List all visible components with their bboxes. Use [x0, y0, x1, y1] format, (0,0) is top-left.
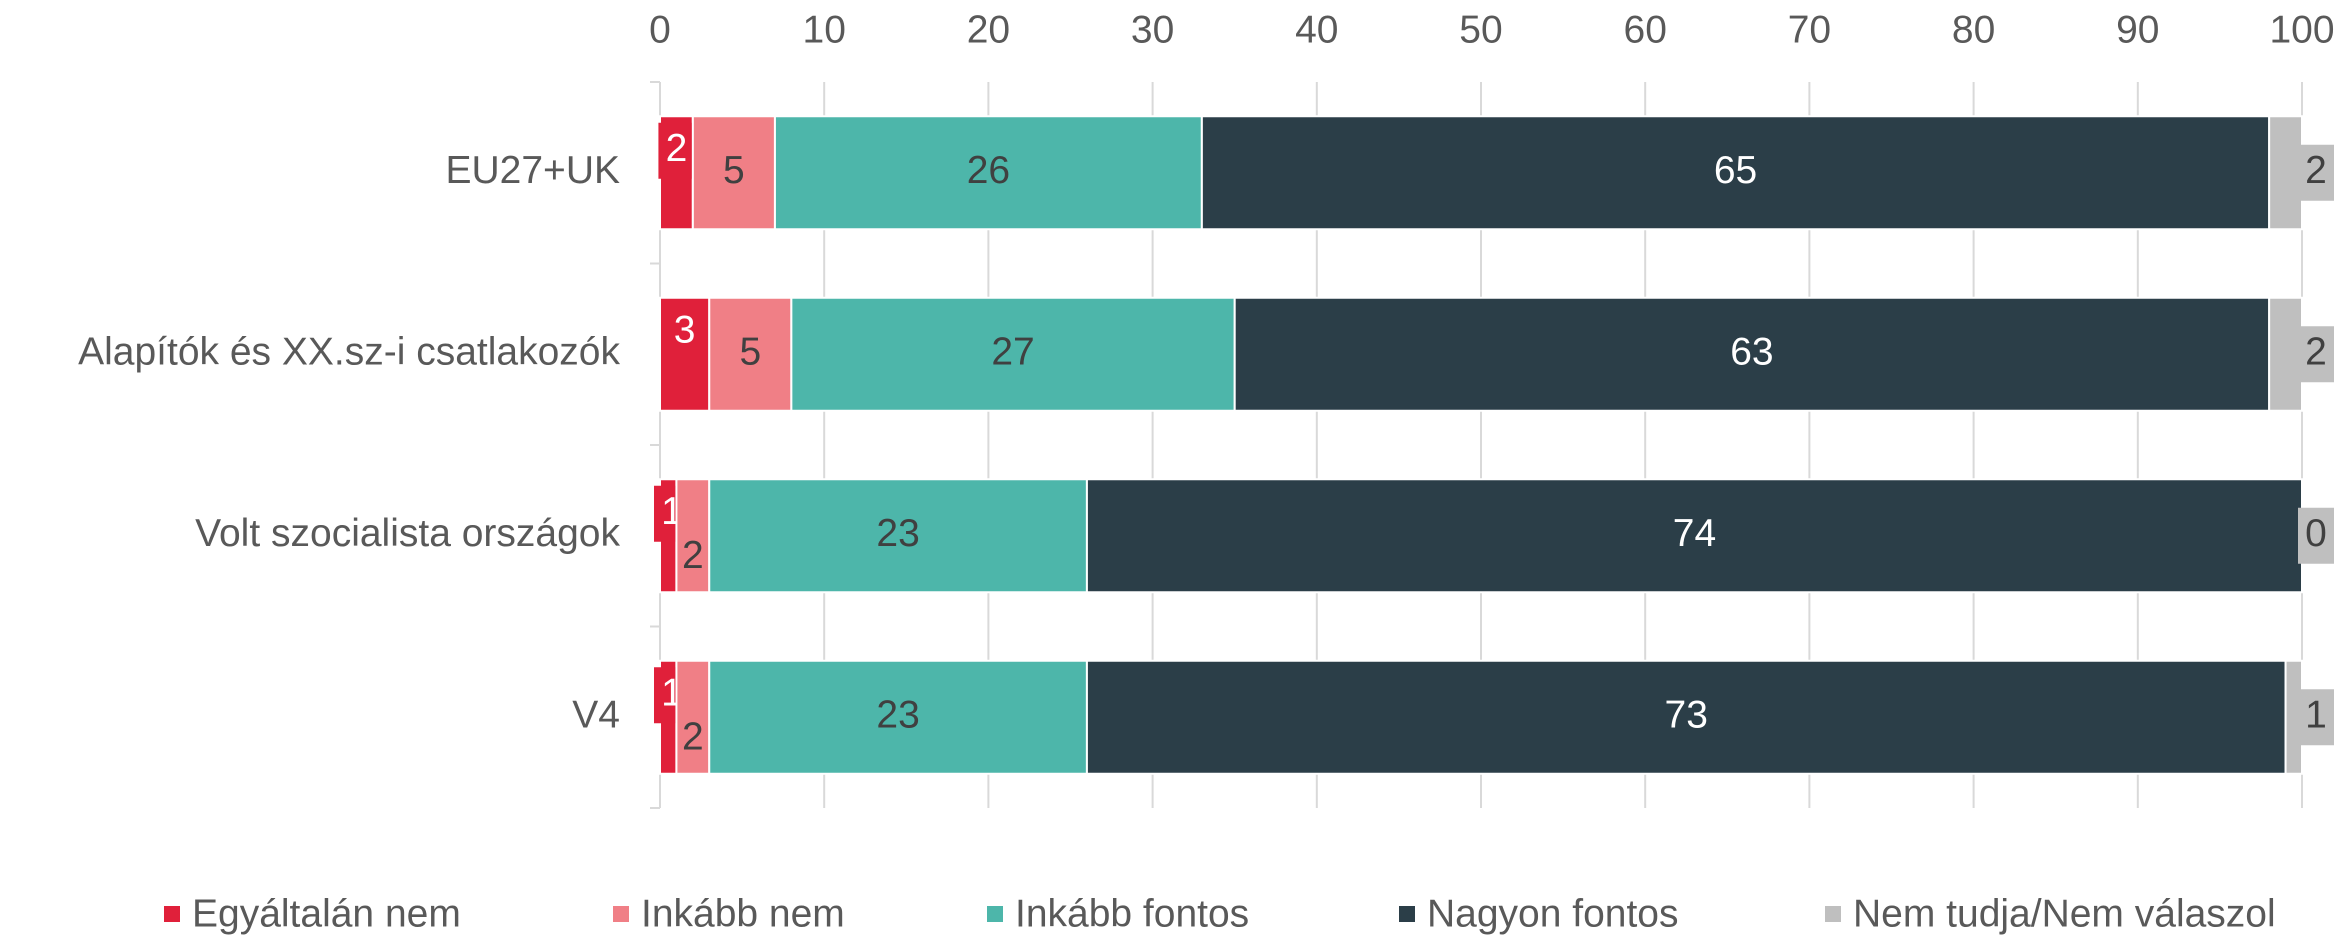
data-label: 2 [2305, 331, 2327, 374]
x-tick-label: 10 [803, 8, 846, 51]
data-label: 2 [682, 534, 704, 577]
bar-segment [708, 659, 1088, 775]
bar-segment [2268, 115, 2303, 231]
bar-segment [790, 296, 1236, 412]
bar-segment [773, 115, 1203, 231]
data-label-box [2298, 326, 2334, 383]
legend-label: Nem tudja/Nem válaszol [1853, 892, 2276, 935]
data-label: 26 [967, 149, 1010, 192]
x-tick-label: 80 [1952, 8, 1995, 51]
data-label-box [658, 122, 695, 179]
x-tick-label: 100 [2269, 8, 2334, 51]
bar-segment [708, 478, 1088, 594]
legend-swatch [987, 906, 1003, 922]
data-label: 1 [2305, 694, 2327, 737]
bar-segment [708, 296, 793, 412]
legend-label: Inkább fontos [1015, 892, 1249, 935]
data-label: 27 [991, 331, 1034, 374]
x-tick-label: 40 [1295, 8, 1338, 51]
data-label: 2 [682, 716, 704, 759]
data-label: 2 [2305, 149, 2327, 192]
legend-swatch [1825, 906, 1841, 922]
data-label-box [666, 304, 703, 361]
data-label: 63 [1730, 331, 1773, 374]
legend-label: Inkább nem [641, 892, 845, 935]
legend-label: Egyáltalán nem [192, 892, 461, 935]
data-label: 23 [876, 512, 919, 555]
bar-segment [2268, 296, 2303, 412]
data-label: 3 [674, 309, 696, 352]
x-tick-label: 30 [1131, 8, 1174, 51]
legend-swatch [613, 906, 629, 922]
data-label: 65 [1714, 149, 1757, 192]
data-label: 0 [2305, 512, 2327, 555]
x-tick-label: 0 [649, 8, 671, 51]
data-label-box [2298, 507, 2334, 564]
bar-segment [675, 659, 711, 775]
x-tick-label: 70 [1788, 8, 1831, 51]
data-label: 2 [666, 127, 688, 170]
x-tick-label: 50 [1459, 8, 1502, 51]
x-tick-label: 20 [967, 8, 1010, 51]
bar-segment [691, 115, 776, 231]
data-label: 23 [876, 694, 919, 737]
y-tick-label: V4 [572, 694, 620, 737]
data-label-box [2298, 689, 2334, 746]
data-label: 5 [739, 331, 761, 374]
y-tick-label: Volt szocialista országok [195, 512, 620, 555]
legend-label: Nagyon fontos [1427, 892, 1679, 935]
y-tick-label: EU27+UK [445, 149, 620, 192]
x-tick-label: 90 [2116, 8, 2159, 51]
x-tick-label: 60 [1624, 8, 1667, 51]
y-tick-label: Alapítók és XX.sz-i csatlakozók [78, 331, 620, 374]
data-label: 5 [723, 149, 745, 192]
data-label: 74 [1673, 512, 1716, 555]
legend-swatch [164, 906, 180, 922]
bar-segment [1085, 659, 2287, 775]
bar-segment [675, 478, 711, 594]
data-label: 73 [1665, 694, 1708, 737]
legend-swatch [1399, 906, 1415, 922]
bar-segment [1233, 296, 2271, 412]
data-label-box [2298, 144, 2334, 201]
